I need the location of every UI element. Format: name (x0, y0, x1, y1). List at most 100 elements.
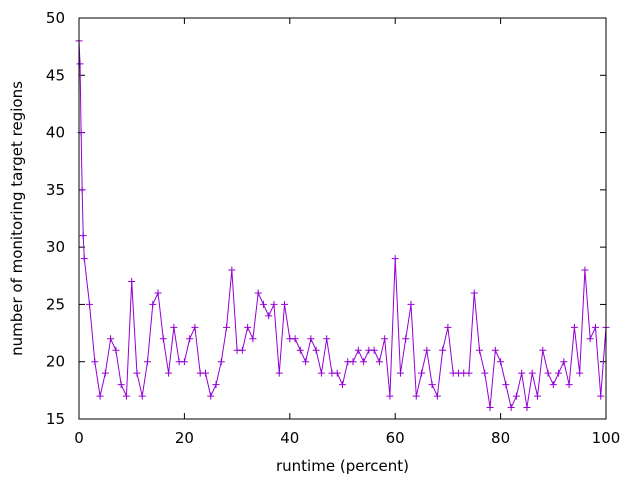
data-point-marker (144, 358, 152, 366)
data-point-marker (502, 381, 510, 389)
data-point-marker (412, 392, 420, 400)
x-tick-label: 60 (386, 429, 405, 447)
data-point-marker (512, 392, 520, 400)
data-point-marker (254, 289, 262, 297)
y-tick-label: 30 (46, 238, 65, 256)
data-point-marker (391, 255, 399, 263)
data-point-marker (133, 369, 141, 377)
data-point-marker (418, 369, 426, 377)
data-point-marker (470, 289, 478, 297)
data-point-marker (407, 300, 415, 308)
data-point-marker (349, 358, 357, 366)
data-point-marker (307, 335, 315, 343)
data-point-marker (591, 323, 599, 331)
data-point-marker (555, 369, 563, 377)
data-point-marker (259, 300, 267, 308)
data-point-marker (217, 358, 225, 366)
y-tick-label: 25 (46, 295, 65, 313)
data-point-marker (465, 369, 473, 377)
plot-series (75, 37, 610, 412)
data-point-marker (207, 392, 215, 400)
data-point-marker (539, 346, 547, 354)
y-tick-label: 20 (46, 353, 65, 371)
data-point-marker (91, 358, 99, 366)
data-point-marker (544, 369, 552, 377)
x-axis-label: runtime (percent) (276, 457, 409, 475)
data-point-marker (491, 346, 499, 354)
y-tick-label: 15 (46, 410, 65, 428)
data-point-marker (481, 369, 489, 377)
data-point-marker (249, 335, 257, 343)
data-point-marker (180, 358, 188, 366)
data-point-marker (586, 335, 594, 343)
data-point-marker (79, 232, 87, 240)
data-point-marker (302, 358, 310, 366)
data-point-marker (265, 312, 273, 320)
x-tick-label: 100 (592, 429, 621, 447)
data-point-marker (78, 186, 86, 194)
y-tick-label: 50 (46, 9, 65, 27)
data-point-marker (597, 392, 605, 400)
data-point-marker (433, 392, 441, 400)
data-point-marker (375, 358, 383, 366)
data-point-marker (428, 381, 436, 389)
data-point-marker (581, 266, 589, 274)
data-point-marker (560, 358, 568, 366)
data-point-marker (128, 278, 136, 286)
data-point-marker (228, 266, 236, 274)
data-point-marker (386, 392, 394, 400)
data-point-marker (149, 300, 157, 308)
data-point-marker (528, 369, 536, 377)
data-point-marker (96, 392, 104, 400)
data-point-marker (186, 335, 194, 343)
data-point-marker (497, 358, 505, 366)
data-point-marker (159, 335, 167, 343)
data-point-marker (323, 335, 331, 343)
data-point-marker (270, 300, 278, 308)
data-point-marker (439, 346, 447, 354)
y-axis-label: number of monitoring target regions (8, 81, 26, 356)
data-point-marker (244, 323, 252, 331)
data-point-marker (76, 60, 84, 68)
y-tick-label: 45 (46, 66, 65, 84)
data-point-marker (275, 369, 283, 377)
data-point-marker (201, 369, 209, 377)
x-tick-label: 0 (74, 429, 84, 447)
data-point-marker (238, 346, 246, 354)
series-line (78, 40, 607, 410)
data-point-marker (138, 392, 146, 400)
x-tick-label: 40 (280, 429, 299, 447)
data-point-marker (381, 335, 389, 343)
data-point-marker (122, 392, 130, 400)
axis-ticks (78, 17, 607, 420)
x-tick-label: 80 (491, 429, 510, 447)
data-point-marker (154, 289, 162, 297)
data-point-marker (191, 323, 199, 331)
data-point-marker (570, 323, 578, 331)
y-tick-label: 40 (46, 124, 65, 142)
x-tick-label: 20 (175, 429, 194, 447)
data-point-marker (396, 369, 404, 377)
data-point-marker (486, 404, 494, 412)
data-point-marker (80, 255, 88, 263)
data-point-marker (549, 381, 557, 389)
data-point-marker (360, 358, 368, 366)
data-point-marker (523, 404, 531, 412)
data-point-marker (339, 381, 346, 389)
data-point-marker (333, 369, 341, 377)
data-point-marker (444, 323, 452, 331)
data-point-marker (354, 346, 362, 354)
data-point-marker (101, 369, 109, 377)
data-point-marker (565, 381, 573, 389)
data-point-marker (476, 346, 484, 354)
data-point-marker (423, 346, 431, 354)
data-point-marker (107, 335, 115, 343)
plot-frame (78, 17, 607, 420)
data-point-marker (291, 335, 299, 343)
data-point-marker (533, 392, 541, 400)
data-point-marker (370, 346, 378, 354)
tick-labels: 0 20 40 60 80 100 15 20 25 30 35 40 45 50 (46, 9, 620, 447)
y-tick-label: 35 (46, 181, 65, 199)
data-point-marker (281, 300, 289, 308)
